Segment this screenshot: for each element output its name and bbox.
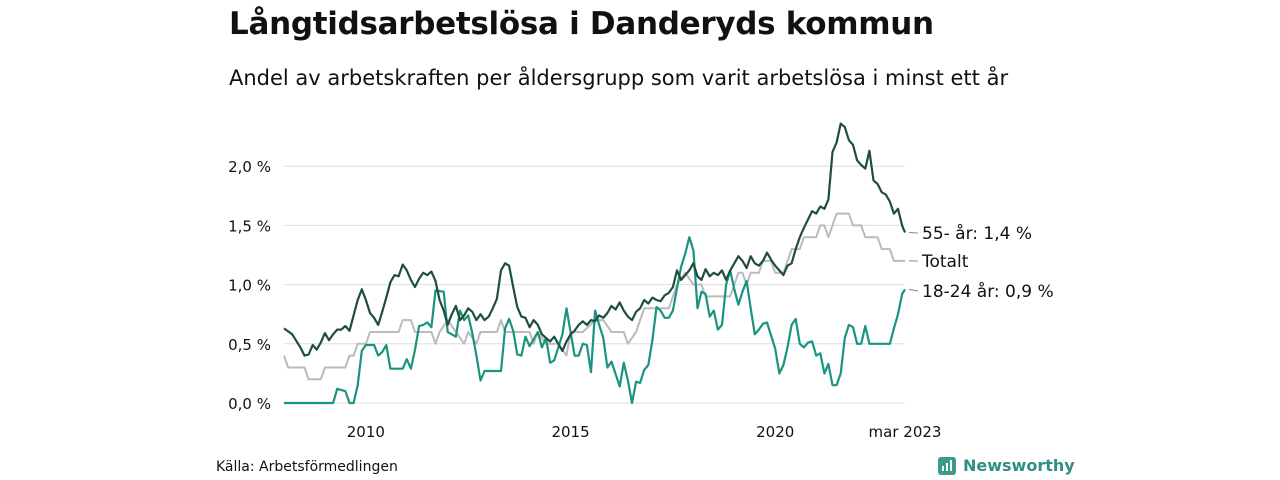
newsworthy-logo-icon (938, 456, 956, 475)
series-line-s55 (283, 122, 907, 357)
series-end-label: Totalt (921, 252, 969, 272)
y-tick-label: 0,5 % (228, 336, 271, 354)
x-tick-label: 2020 (756, 423, 794, 441)
x-tick-label: 2015 (551, 423, 589, 441)
y-tick-label: 1,0 % (228, 277, 271, 295)
series-line-y18 (284, 236, 906, 405)
series-end-label: 18-24 år: 0,9 % (922, 281, 1054, 302)
series-end-label: 55- år: 1,4 % (922, 223, 1032, 244)
x-tick-label: 2010 (347, 423, 385, 441)
brand-logo: Newsworthy (938, 456, 1075, 475)
series-line-total (283, 212, 905, 381)
source-note: Källa: Arbetsförmedlingen (216, 459, 398, 475)
y-tick-label: 0,0 % (228, 395, 271, 413)
y-tick-label: 2,0 % (228, 158, 271, 176)
chart-title: Långtidsarbetslösa i Danderyds kommun (229, 6, 934, 42)
chart-subtitle: Andel av arbetskraften per åldersgrupp s… (229, 66, 1009, 90)
x-tick-label: mar 2023 (869, 423, 942, 441)
y-tick-label: 1,5 % (228, 217, 271, 235)
brand-name: Newsworthy (963, 456, 1075, 475)
end-label-connector (908, 288, 919, 292)
